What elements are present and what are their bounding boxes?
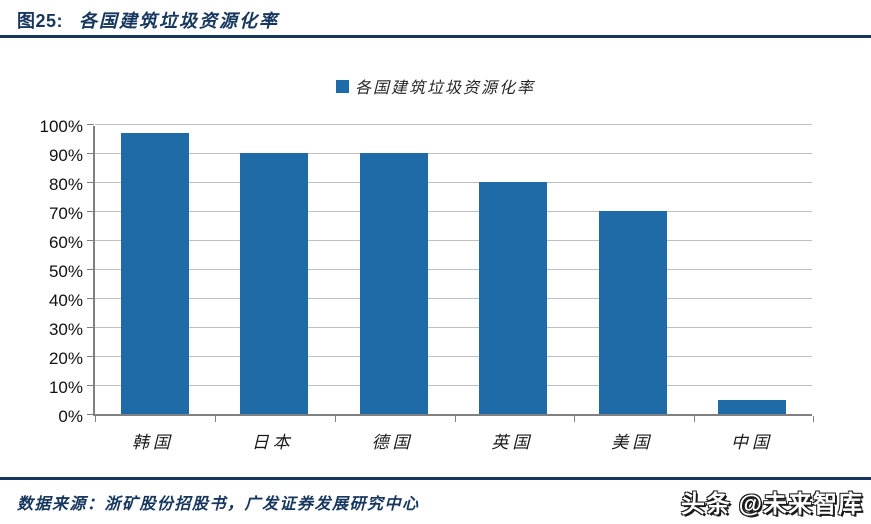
y-axis-tick (87, 413, 94, 415)
bar-韩国 (120, 132, 189, 414)
x-axis-tick (454, 416, 456, 422)
bar-slot (95, 126, 215, 414)
bar-slot (693, 126, 813, 414)
bar-英国 (479, 182, 548, 414)
y-axis-tick-label: 20% (48, 349, 83, 368)
y-axis-tick-label: 70% (48, 204, 83, 223)
y-axis-tick-label: 50% (48, 262, 83, 281)
y-axis-tick-label: 30% (48, 320, 83, 339)
toutiao-watermark: 头条 @未来智库 (680, 491, 863, 518)
x-axis-category-label: 日本 (251, 433, 294, 453)
figure-number: 图25: (17, 11, 64, 31)
x-axis-tick (694, 416, 696, 422)
y-axis-tick-label: 0% (58, 407, 83, 426)
chart-legend: 各国建筑垃圾资源化率 (0, 74, 871, 98)
y-axis-tick-label: 100% (39, 117, 83, 136)
y-axis-tick (87, 326, 94, 328)
figure-title: 各国建筑垃圾资源化率 (79, 11, 280, 32)
gridline (95, 297, 812, 299)
x-axis-tick (95, 416, 96, 422)
gridline (95, 355, 812, 357)
figure-header: 图25: 各国建筑垃圾资源化率 (17, 5, 279, 35)
y-axis-tick (87, 297, 94, 299)
y-axis-tick (87, 384, 94, 386)
y-axis-tick-label: 60% (48, 233, 83, 252)
bar-slot (573, 126, 693, 414)
footer-divider (0, 477, 871, 480)
bar-德国 (359, 153, 428, 414)
y-axis-tick (87, 152, 94, 154)
x-axis-category-label: 中国 (731, 433, 774, 453)
legend-label: 各国建筑垃圾资源化率 (354, 78, 535, 97)
bar-slot (334, 126, 454, 414)
bar-中国 (718, 399, 787, 414)
x-axis-category-label: 英国 (491, 433, 534, 453)
y-axis-tick (87, 181, 94, 183)
y-axis-tick (87, 123, 94, 125)
data-source-note: 数据来源：浙矿股份招股书，广发证券发展研究中心 (17, 494, 420, 513)
y-axis-tick-label: 90% (48, 146, 83, 165)
x-axis-category-label: 德国 (371, 433, 414, 453)
y-axis-tick-label: 80% (48, 175, 83, 194)
bar-slot (454, 126, 574, 414)
bar-日本 (240, 153, 309, 414)
gridline (95, 268, 812, 270)
y-axis-tick (87, 239, 94, 241)
legend-marker-icon (335, 79, 349, 93)
x-axis-tick (334, 416, 336, 422)
gridline (95, 181, 812, 183)
x-axis-tick (214, 416, 216, 422)
y-axis-tick (87, 210, 94, 212)
bar-美国 (598, 211, 667, 414)
gridline (95, 384, 812, 386)
gridline (95, 239, 812, 241)
gridline (95, 326, 812, 328)
header-divider (0, 35, 871, 38)
x-axis-labels: 韩国 日本 德国 英国 美国 中国 (93, 428, 812, 453)
y-axis-tick-label: 10% (48, 378, 83, 397)
y-axis-tick (87, 355, 94, 357)
y-axis-tick-label: 40% (48, 291, 83, 310)
x-axis-category-label: 韩国 (131, 433, 174, 453)
y-axis-tick (87, 268, 94, 270)
gridline (95, 123, 812, 125)
gridline (95, 210, 812, 212)
x-axis-tick (574, 416, 576, 422)
chart-plot-area (87, 123, 814, 422)
x-axis-tick (813, 416, 814, 422)
gridline (95, 152, 812, 154)
bars-row (95, 126, 812, 414)
bar-slot (215, 126, 335, 414)
x-axis-category-label: 美国 (611, 433, 654, 453)
